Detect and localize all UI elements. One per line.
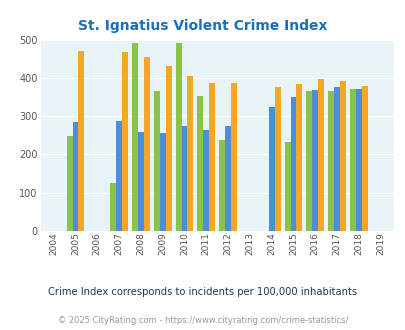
Bar — [355, 89, 361, 231]
Text: St. Ignatius Violent Crime Index: St. Ignatius Violent Crime Index — [78, 19, 327, 33]
Text: © 2025 CityRating.com - https://www.cityrating.com/crime-statistics/: © 2025 CityRating.com - https://www.city… — [58, 315, 347, 325]
Bar — [138, 132, 143, 231]
Bar — [78, 51, 84, 231]
Bar — [219, 140, 225, 231]
Bar — [333, 87, 339, 231]
Bar — [159, 133, 165, 231]
Bar — [72, 122, 78, 231]
Bar — [225, 126, 230, 231]
Bar — [209, 83, 215, 231]
Bar — [110, 183, 116, 231]
Bar — [175, 43, 181, 231]
Bar — [296, 84, 302, 231]
Bar — [311, 90, 318, 231]
Bar — [132, 43, 138, 231]
Bar — [187, 76, 193, 231]
Bar — [306, 91, 311, 231]
Bar — [268, 107, 274, 231]
Bar — [361, 86, 367, 231]
Bar — [274, 87, 280, 231]
Bar — [153, 91, 159, 231]
Bar — [230, 83, 237, 231]
Bar — [197, 96, 203, 231]
Bar — [122, 52, 128, 231]
Bar — [181, 126, 187, 231]
Bar — [349, 89, 355, 231]
Bar — [203, 130, 209, 231]
Bar — [143, 57, 149, 231]
Bar — [66, 136, 72, 231]
Bar — [339, 81, 345, 231]
Bar — [116, 121, 122, 231]
Bar — [284, 142, 290, 231]
Bar — [328, 91, 333, 231]
Bar — [318, 79, 323, 231]
Text: Crime Index corresponds to incidents per 100,000 inhabitants: Crime Index corresponds to incidents per… — [48, 287, 357, 297]
Bar — [290, 97, 296, 231]
Bar — [165, 66, 171, 231]
